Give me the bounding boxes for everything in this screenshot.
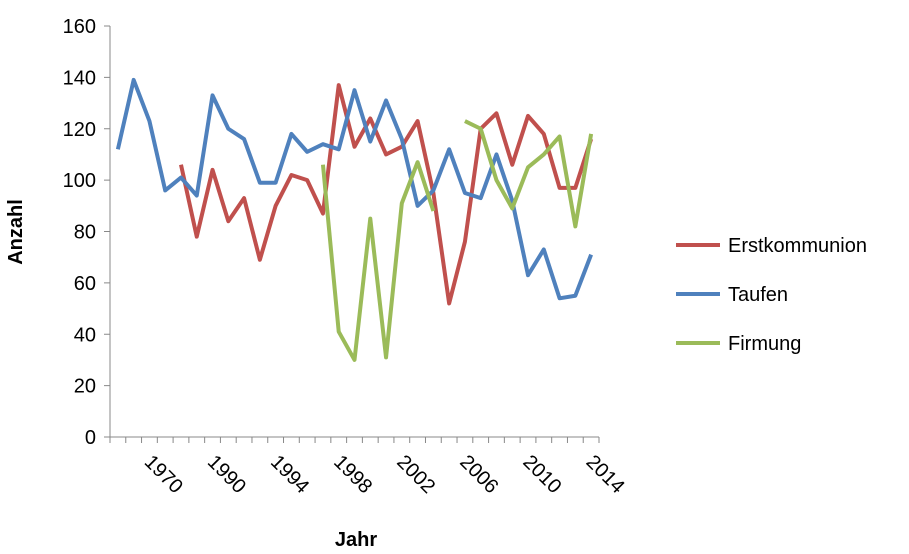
x-tick-label: 1990 bbox=[203, 451, 250, 498]
y-axis-title: Anzahl bbox=[5, 199, 27, 265]
x-tick-label: 1994 bbox=[266, 451, 313, 498]
x-tick-label: 2014 bbox=[582, 451, 629, 498]
legend-label: Taufen bbox=[728, 284, 788, 306]
y-tick-label: 160 bbox=[63, 16, 96, 38]
line-series bbox=[179, 83, 594, 306]
y-tick-label: 40 bbox=[74, 324, 96, 346]
y-tick-label: 20 bbox=[74, 376, 96, 398]
y-tick-label: 100 bbox=[63, 170, 96, 192]
x-tick-label: 2006 bbox=[455, 451, 502, 498]
x-tick-label: 2010 bbox=[518, 451, 565, 498]
y-tick-label: 0 bbox=[85, 427, 96, 449]
legend-label: Erstkommunion bbox=[728, 235, 867, 257]
legend-label: Firmung bbox=[728, 333, 801, 355]
x-tick-label: 1998 bbox=[329, 451, 376, 498]
line-series bbox=[115, 77, 593, 301]
x-tick-label: 2002 bbox=[392, 451, 439, 498]
y-tick-label: 60 bbox=[74, 273, 96, 295]
y-tick-label: 140 bbox=[63, 67, 96, 89]
x-axis-title: Jahr bbox=[335, 529, 377, 551]
x-tick-label: 1970 bbox=[140, 451, 187, 498]
y-tick-label: 80 bbox=[74, 222, 96, 244]
line-series bbox=[320, 119, 594, 362]
y-tick-label: 120 bbox=[63, 119, 96, 141]
